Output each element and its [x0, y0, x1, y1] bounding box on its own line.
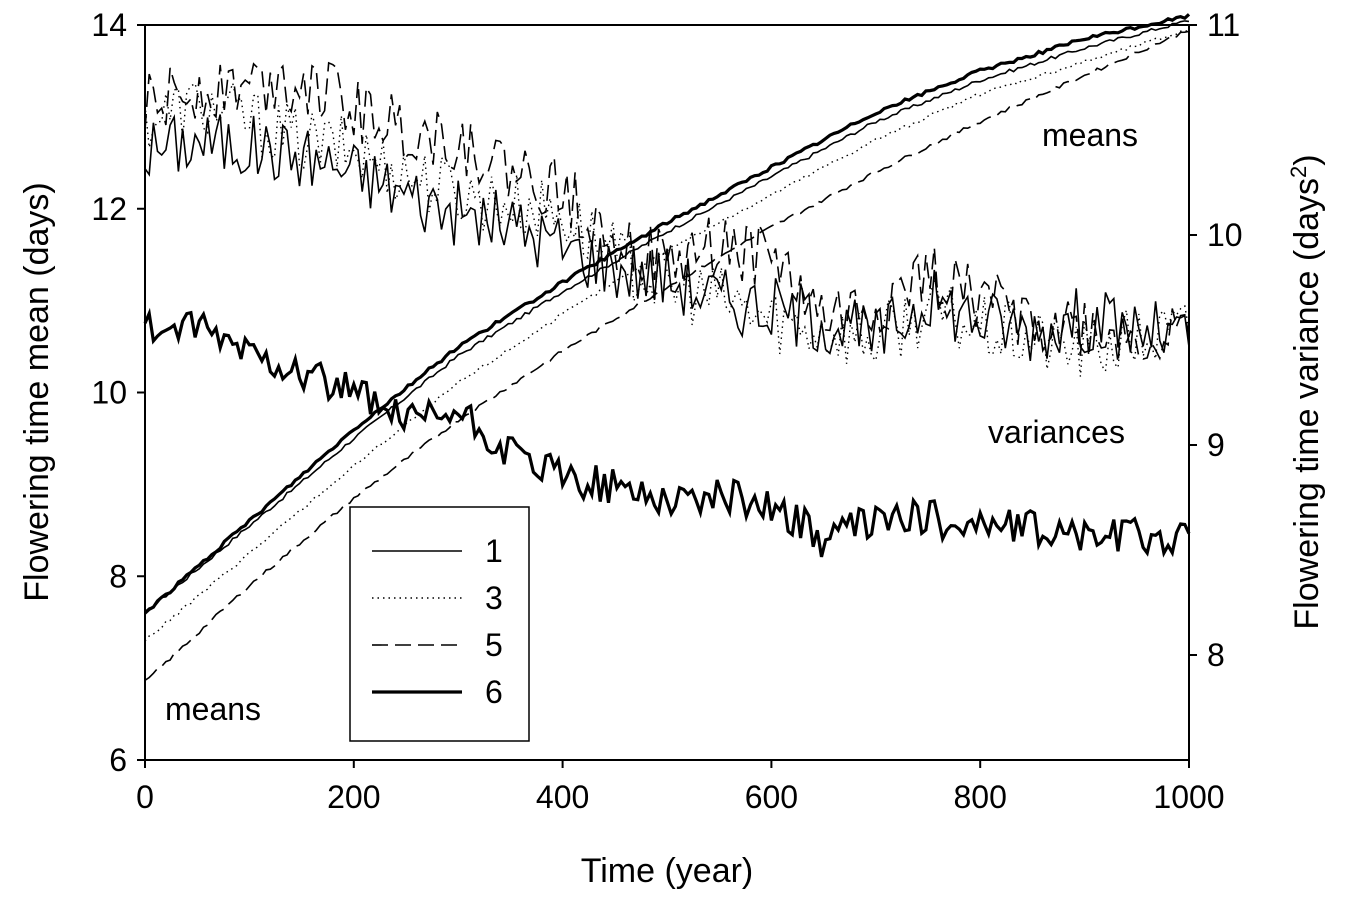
y2-axis-title: Flowering time variance (days2) — [1286, 154, 1326, 629]
y2-axis-title-end: ) — [1288, 154, 1326, 165]
x-tick-label: 400 — [536, 779, 589, 815]
legend-label-1: 1 — [485, 533, 503, 569]
y2-axis-title-sup: 2 — [1286, 166, 1311, 178]
series-layer — [143, 13, 1191, 681]
annotation-means-top: means — [1042, 117, 1138, 153]
series-1-means-line — [144, 20, 1190, 613]
x-tick-label: 0 — [136, 779, 154, 815]
y-tick-label: 8 — [109, 558, 127, 594]
x-tick-label: 800 — [954, 779, 1007, 815]
plot-frame — [144, 24, 1190, 761]
y-tick-label: 12 — [91, 191, 127, 227]
y-tick-label: 6 — [109, 742, 127, 778]
x-tick-label: 600 — [745, 779, 798, 815]
legend: 1 3 5 6 — [349, 506, 530, 742]
series-6-variance-line — [143, 307, 1191, 558]
x-tick-label: 1000 — [1153, 779, 1224, 815]
y2-axis-title-base: Flowering time variance (days — [1288, 178, 1326, 630]
series-5-variance-line — [144, 61, 1190, 363]
legend-label-5: 5 — [485, 627, 503, 663]
series-3-means-line — [144, 30, 1189, 642]
axes-layer: 0 200 400 600 800 1000 6 8 10 12 14 8 9 10 11 — [91, 7, 1242, 815]
y2-tick-label: 11 — [1207, 7, 1240, 43]
annotation-means-bottom: means — [165, 691, 261, 727]
y2-tick-label: 10 — [1207, 217, 1243, 253]
y-axis-title: Flowering time mean (days) — [18, 182, 56, 601]
y2-tick-label: 9 — [1207, 427, 1225, 463]
series-5-means-line — [144, 30, 1190, 681]
series-6-means-line — [143, 13, 1191, 615]
legend-box — [349, 506, 530, 742]
y2-tick-label: 8 — [1207, 637, 1225, 673]
x-tick-label: 200 — [327, 779, 380, 815]
y-tick-label: 14 — [91, 7, 127, 43]
annotation-variances: variances — [988, 414, 1125, 450]
legend-items: 1 3 5 6 — [372, 533, 503, 710]
y-tick-label: 10 — [91, 375, 127, 411]
x-axis-title: Time (year) — [581, 852, 754, 890]
legend-label-6: 6 — [485, 674, 503, 710]
series-3-variance-line — [144, 80, 1190, 377]
legend-label-3: 3 — [485, 580, 503, 616]
